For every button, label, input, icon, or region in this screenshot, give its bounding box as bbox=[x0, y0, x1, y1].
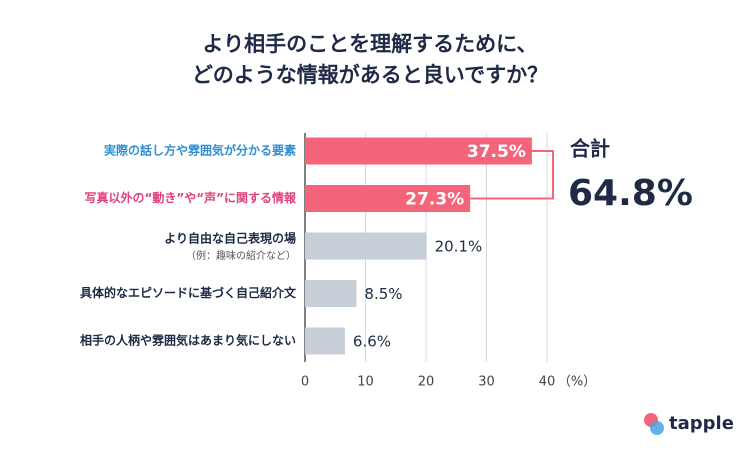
value-label: 37.5% bbox=[467, 142, 526, 162]
value-label: 27.3% bbox=[405, 190, 464, 210]
value-label: 20.1% bbox=[435, 238, 483, 256]
y-tick-label: 相手の人柄や雰囲気はあまり気にしない bbox=[80, 333, 296, 348]
category-note: （例：趣味の紹介など） bbox=[186, 249, 296, 262]
bar bbox=[305, 232, 427, 260]
x-tick-label: 20 bbox=[418, 375, 435, 390]
bar bbox=[305, 280, 357, 307]
x-tick-label: 0 bbox=[301, 375, 309, 390]
chart-title: どのような情報があると良いですか？ bbox=[192, 63, 548, 87]
y-tick-label: より自由な自己表現の場 bbox=[164, 231, 296, 246]
x-tick-label: 40 bbox=[539, 375, 556, 390]
x-tick-label: 10 bbox=[357, 375, 374, 390]
bar bbox=[305, 327, 345, 355]
logo-icon bbox=[644, 413, 664, 435]
y-tick-label: 具体的なエピソードに基づく自己紹介文 bbox=[80, 285, 297, 300]
x-tick-label: 30 bbox=[478, 375, 495, 390]
bar bbox=[305, 137, 532, 165]
logo-text: tapple bbox=[669, 413, 734, 434]
value-label: 8.5% bbox=[364, 285, 402, 303]
total-value: 64.8% bbox=[568, 173, 693, 214]
total-bracket bbox=[470, 150, 554, 200]
bar bbox=[305, 185, 471, 212]
y-tick-label: 写真以外の“動き”や“声”に関する情報 bbox=[84, 190, 297, 205]
value-label: 6.6% bbox=[353, 333, 391, 351]
total-label: 合計 bbox=[570, 137, 610, 161]
chart-title: より相手のことを理解するために、 bbox=[203, 32, 538, 56]
y-tick-label: 実際の話し方や雰囲気が分かる要素 bbox=[104, 143, 296, 158]
x-unit: （%） bbox=[558, 375, 596, 390]
